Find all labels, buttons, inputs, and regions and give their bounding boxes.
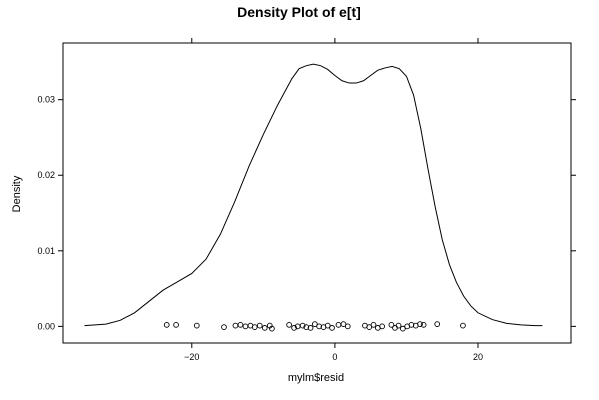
rug-point (312, 321, 318, 327)
y-axis: 0.00 0.01 0.02 0.03 (37, 95, 576, 331)
rug-points (163, 321, 466, 332)
y-tick-label: 0.00 (37, 321, 55, 331)
x-axis: −20 0 20 (184, 38, 483, 362)
rug-point (366, 324, 373, 330)
rug-point (460, 322, 466, 329)
rug-point (329, 325, 335, 331)
rug-point (324, 322, 331, 329)
density-curve (84, 63, 543, 327)
rug-point (395, 322, 402, 329)
rug-point (232, 322, 239, 329)
rug-point (420, 322, 427, 328)
rug-point (221, 324, 227, 330)
rug-point (335, 322, 342, 328)
y-tick-label: 0.03 (37, 95, 55, 105)
y-tick-label: 0.01 (37, 246, 55, 256)
rug-point (299, 322, 306, 329)
rug-point (237, 322, 244, 328)
rug-point (173, 322, 179, 328)
rug-point (307, 325, 314, 331)
x-tick-label: 20 (473, 352, 483, 362)
rug-point (251, 324, 258, 330)
x-tick-label: 0 (332, 352, 337, 362)
rug-point (193, 322, 200, 329)
rug-point (370, 322, 377, 328)
rug-point (286, 322, 292, 328)
chart-title: Density Plot of e[t] (237, 4, 361, 20)
plot-panel (62, 42, 572, 344)
rug-point (269, 325, 275, 332)
x-axis-label: mylm$resid (288, 372, 344, 384)
y-axis-label: Density (11, 175, 23, 212)
rug-point (242, 323, 249, 330)
rug-point (163, 322, 170, 328)
rug-point (344, 323, 351, 330)
rug-point (256, 322, 263, 329)
rug-point (388, 322, 395, 328)
x-tick-label: −20 (184, 352, 199, 362)
rug-point (261, 325, 268, 331)
y-tick-label: 0.02 (37, 170, 55, 180)
rug-point (400, 325, 406, 332)
rug-point (340, 321, 347, 327)
rug-point (291, 325, 297, 331)
rug-point (434, 321, 441, 327)
rug-point (417, 321, 423, 327)
rug-point (379, 323, 385, 330)
